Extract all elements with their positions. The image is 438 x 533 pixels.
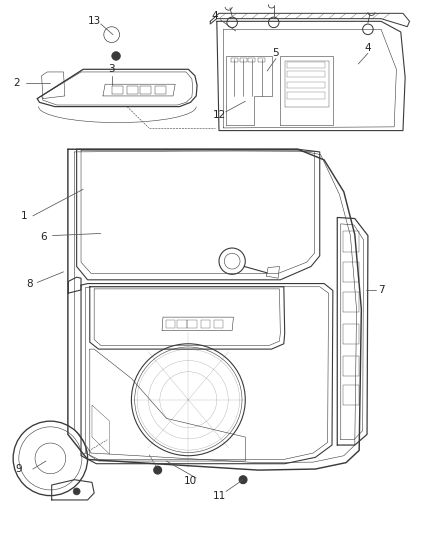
Text: 7: 7: [378, 286, 385, 295]
Text: 12: 12: [212, 110, 226, 119]
Text: 3: 3: [108, 64, 115, 74]
Text: 10: 10: [184, 476, 197, 486]
Circle shape: [239, 476, 247, 483]
Text: 5: 5: [272, 49, 279, 58]
Text: 2: 2: [13, 78, 20, 87]
Text: 1: 1: [21, 211, 28, 221]
Text: 13: 13: [88, 17, 101, 26]
Text: 4: 4: [364, 43, 371, 53]
Text: 6: 6: [40, 232, 47, 242]
Circle shape: [154, 466, 162, 474]
Text: 11: 11: [213, 491, 226, 500]
Text: 4: 4: [211, 11, 218, 21]
Text: 8: 8: [26, 279, 33, 288]
Circle shape: [73, 488, 80, 495]
Text: 9: 9: [15, 464, 22, 474]
Circle shape: [112, 52, 120, 60]
